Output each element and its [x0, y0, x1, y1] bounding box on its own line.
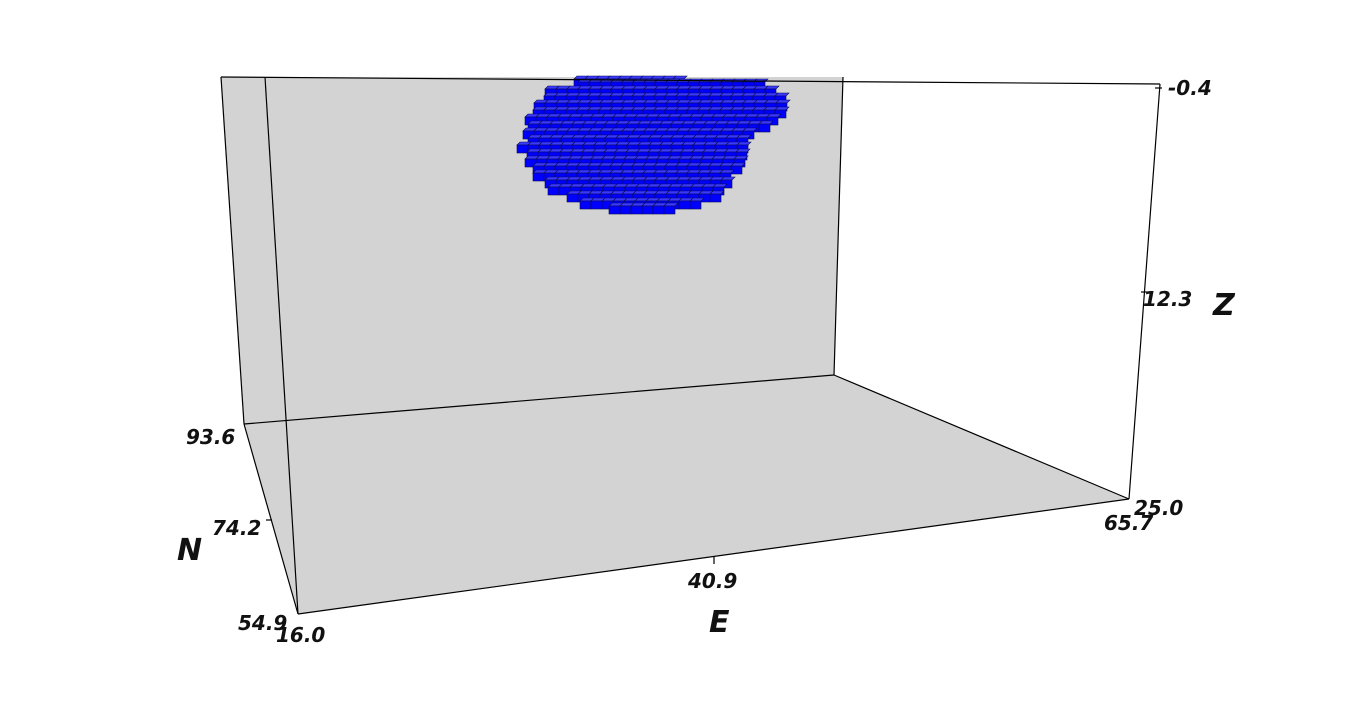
voxel-cube: [663, 205, 676, 215]
n-axis-title: N: [177, 533, 202, 568]
voxel-cube: [652, 205, 665, 215]
e-axis-title: E: [709, 605, 730, 640]
e-tick-label: 40.9: [687, 569, 737, 593]
voxel-cube: [608, 205, 621, 215]
voxel-cube: [689, 200, 702, 210]
voxel-cube: [579, 200, 592, 210]
e-tick-label: 16.0: [276, 623, 325, 647]
z-tick-label: -0.4: [1168, 76, 1212, 100]
z-axis-title: Z: [1212, 288, 1236, 323]
voxel-cube: [547, 186, 560, 196]
voxel-cube: [630, 205, 643, 215]
voxel-cube: [516, 144, 529, 154]
n-tick-label: 74.2: [212, 516, 261, 540]
voxel-cube: [566, 193, 579, 203]
edge-floor-front: [297, 498, 1130, 615]
voxel-cube: [590, 200, 603, 210]
voxel-cube: [758, 123, 771, 133]
left-pane: [221, 77, 288, 424]
voxel-cube: [619, 205, 632, 215]
edge-left-inner: [264, 76, 299, 615]
z-tick-label: 25.0: [1134, 496, 1183, 520]
n-tick-label: 93.6: [186, 425, 235, 449]
tick-marks: [266, 87, 1162, 564]
edge-floor-right: [833, 374, 1130, 500]
voxel-cube: [641, 205, 654, 215]
e-tick-label: 65.7: [1104, 511, 1153, 535]
edge-top: [220, 76, 1161, 85]
n-tick-label: 54.9: [238, 611, 287, 635]
edge-floor-back: [243, 374, 835, 425]
floor-pane: [244, 375, 1129, 614]
voxel-cube: [709, 193, 722, 203]
z-tick-label: 12.3: [1143, 287, 1192, 311]
voxel-cluster: [516, 75, 791, 215]
edge-floor-left: [243, 423, 299, 615]
edge-back-right: [833, 76, 844, 376]
voxel-cube: [678, 200, 691, 210]
voxel-cube: [532, 172, 545, 182]
box-edges: [220, 76, 1161, 615]
edge-left-outer: [220, 76, 245, 425]
